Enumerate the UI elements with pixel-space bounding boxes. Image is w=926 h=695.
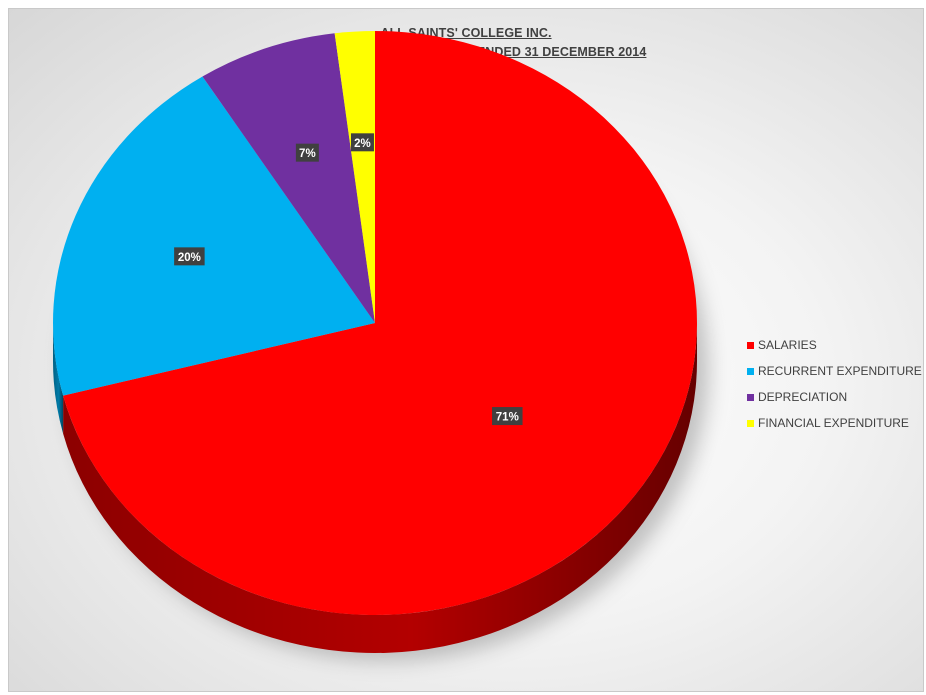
- data-label-depreciation: 7%: [295, 143, 319, 162]
- legend-item-salaries: SALARIES: [747, 332, 922, 358]
- legend-label: DEPRECIATION: [758, 390, 848, 404]
- svg-text:71%: 71%: [496, 412, 519, 424]
- legend-label: RECURRENT EXPENDITURE: [758, 364, 922, 378]
- legend-swatch: [747, 393, 754, 401]
- slice-side-recurrent-expenditure: [53, 323, 64, 434]
- chart-legend: SALARIES RECURRENT EXPENDITURE DEPRECIATIO…: [747, 332, 922, 436]
- slice-financial-expenditure: [334, 31, 375, 323]
- legend-item-recurrent-expenditure: RECURRENT EXPENDITURE: [747, 358, 922, 384]
- legend-label: SALARIES: [758, 338, 817, 352]
- legend-item-financial-expenditure: FINANCIAL EXPENDITURE: [747, 410, 922, 436]
- slice-recurrent-expenditure: [52, 76, 376, 396]
- svg-text:20%: 20%: [178, 252, 201, 264]
- legend-swatch: [747, 341, 754, 349]
- legend-swatch: [747, 419, 754, 427]
- legend-item-depreciation: DEPRECIATION: [747, 384, 922, 410]
- legend-label: FINANCIAL EXPENDITURE: [758, 416, 909, 430]
- svg-text:7%: 7%: [299, 148, 316, 160]
- slice-salaries: [63, 31, 698, 615]
- chart-area: ALL SAINTS' COLLEGE INC. EXPENDITURE FOR…: [8, 8, 924, 692]
- pie-chart: 71% 20% 7% 2%: [52, 31, 709, 661]
- legend-swatch: [747, 367, 754, 375]
- slice-depreciation: [202, 33, 375, 324]
- data-label-salaries: 71%: [492, 407, 523, 426]
- data-label-recurrent-expenditure: 20%: [174, 247, 205, 266]
- svg-text:2%: 2%: [354, 138, 371, 150]
- data-label-financial-expenditure: 2%: [350, 133, 374, 152]
